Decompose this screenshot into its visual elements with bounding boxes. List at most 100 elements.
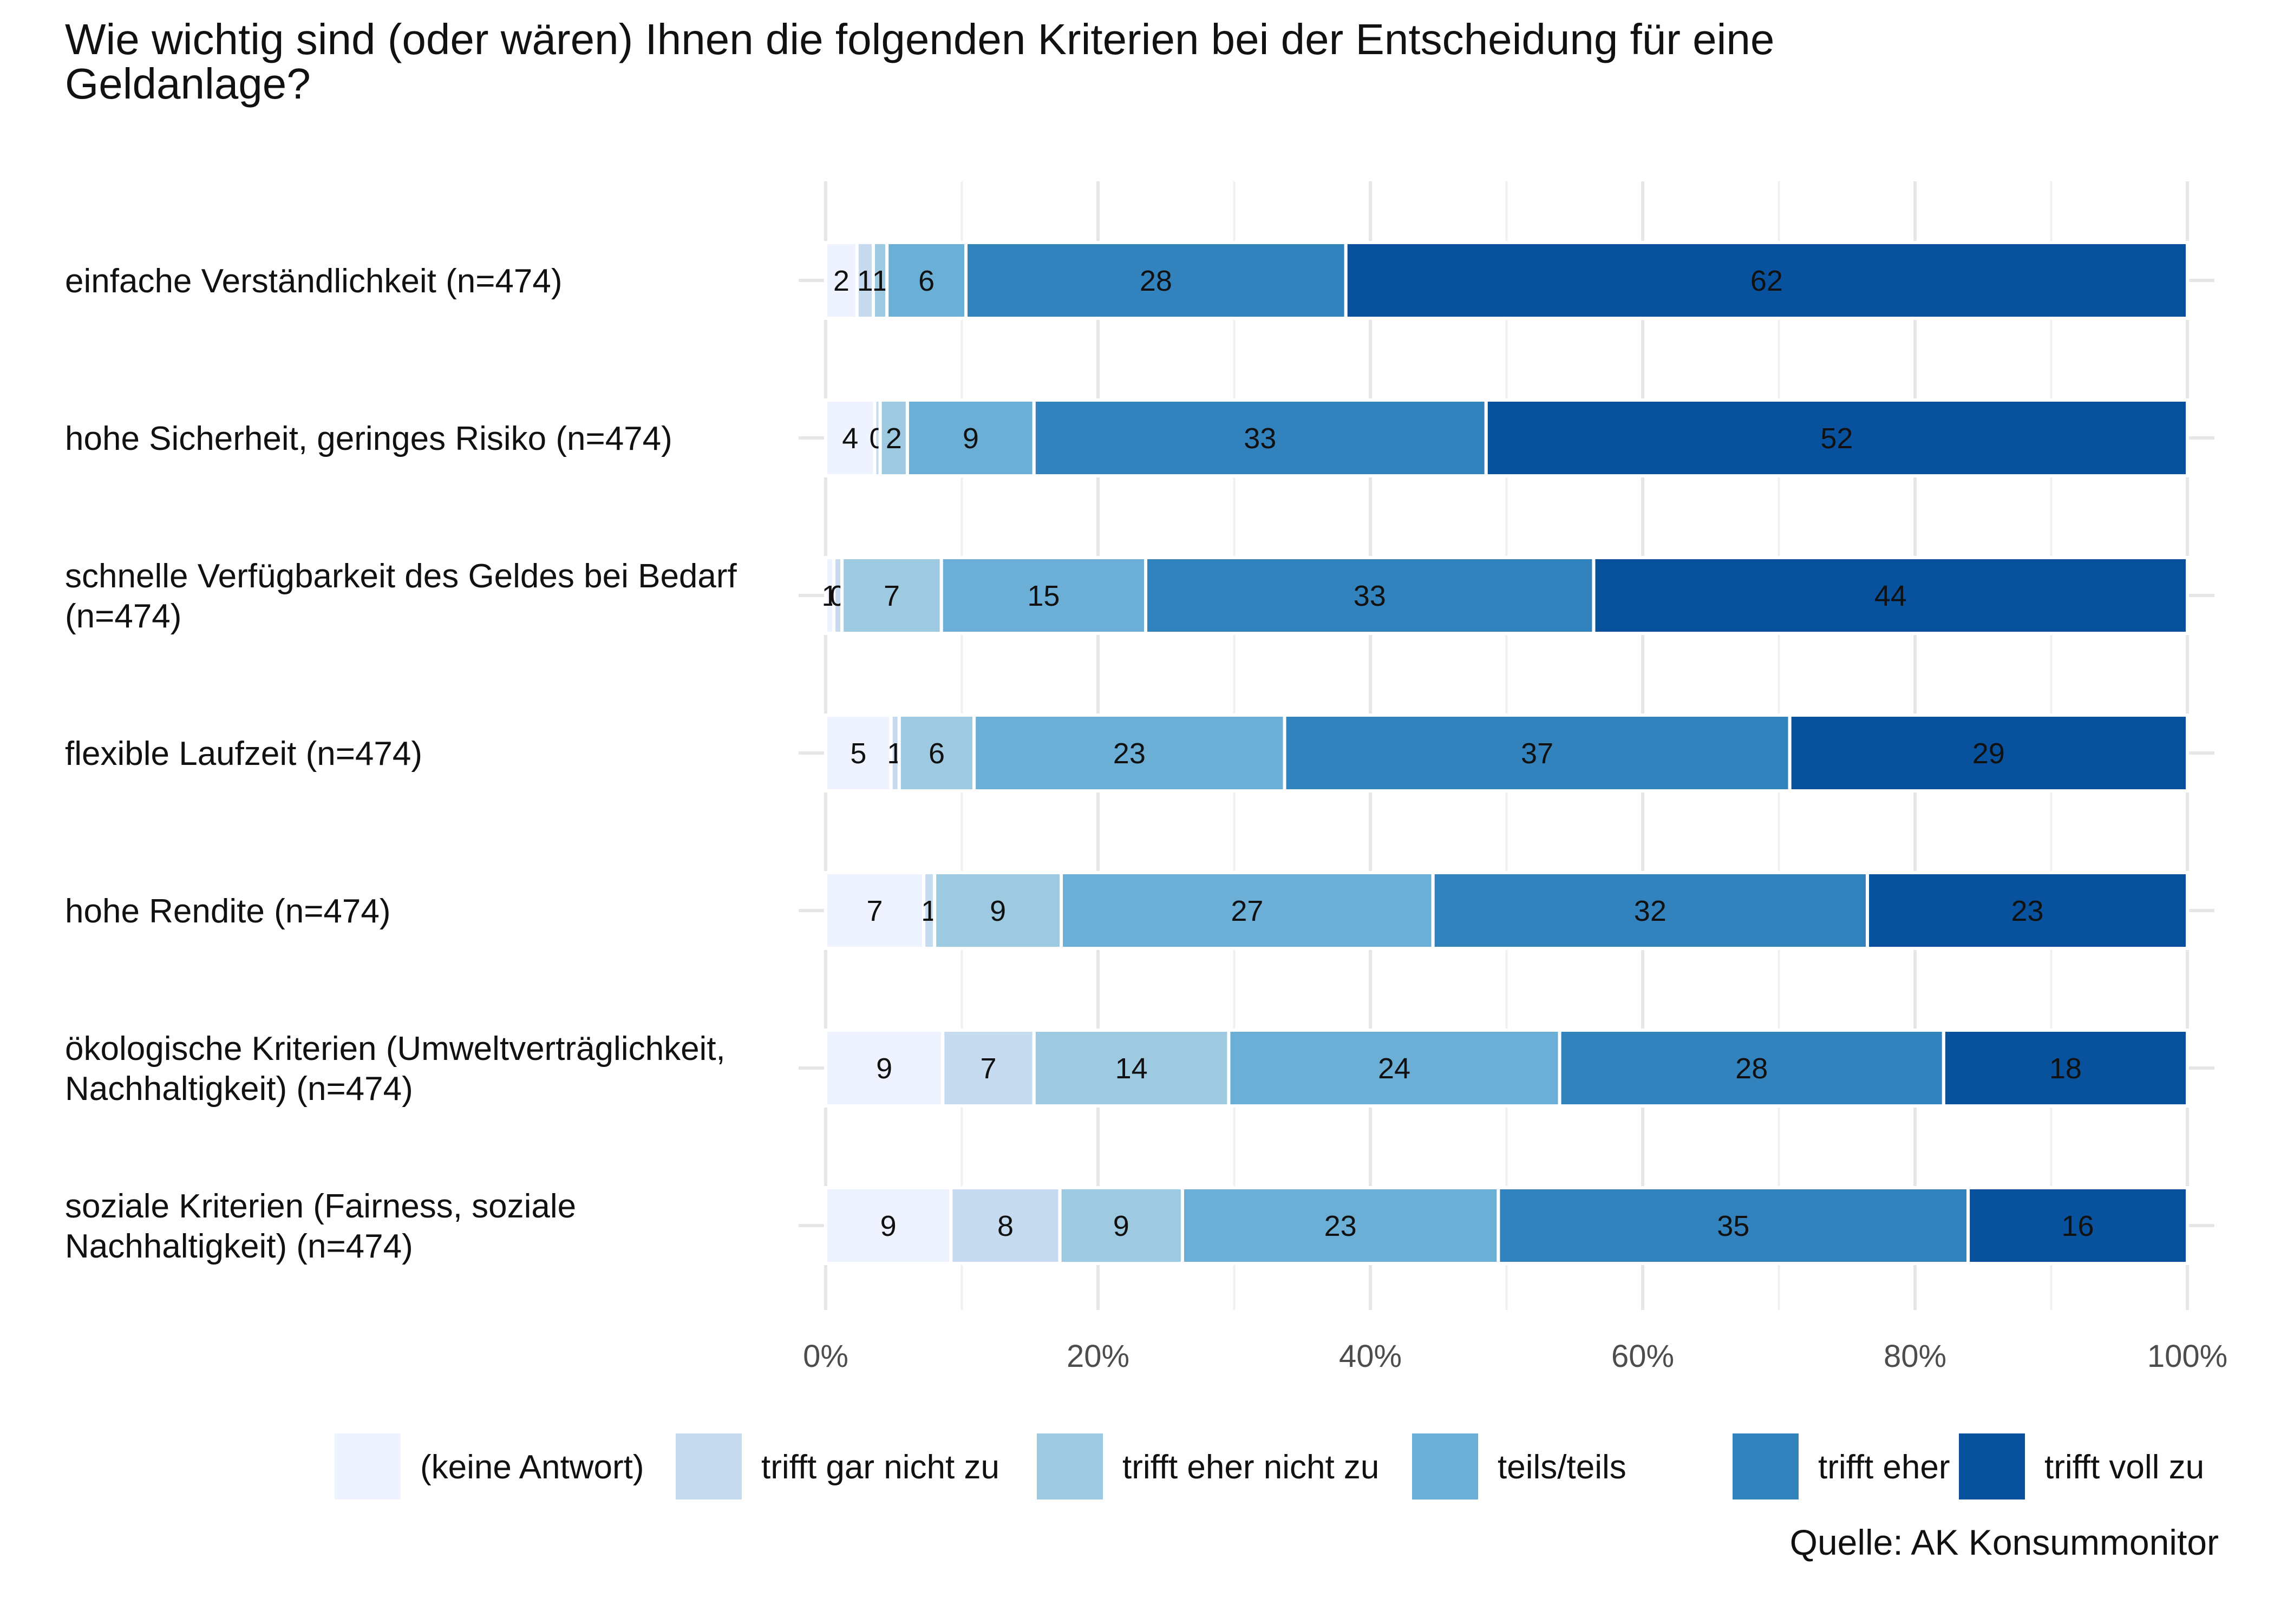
legend-key [1733,1433,1799,1499]
category-label: hohe Rendite (n=474) [65,893,391,930]
x-tick-label: 80% [1884,1339,1946,1374]
bar-segment [1344,241,2189,320]
data-label: 62 [1750,265,1783,297]
x-axis-tick-labels: 0% 20% 40% 60% 80% 100% [803,1339,2227,1374]
data-label: 27 [1231,895,1263,927]
bar-segment [840,556,943,635]
bar-segment [1283,713,1792,793]
data-label: 9 [990,895,1006,927]
data-label: 29 [1972,737,2005,770]
data-label: 44 [1874,580,1907,612]
bar-segment [964,241,1348,320]
bar-segment [933,871,1063,950]
data-label: 4 [842,422,858,455]
category-label: hohe Sicherheit, geringes Risiko (n=474) [65,420,672,457]
source-note: Quelle: AK Konsummonitor [1790,1522,2219,1562]
bar-segment [1032,398,1488,477]
legend-label: trifft voll zu [2044,1449,2204,1486]
data-label: 35 [1717,1210,1749,1242]
data-label: 23 [2011,895,2043,927]
bar-segment [824,1186,953,1265]
bar-segment [1227,1029,1561,1108]
data-label: 9 [880,1210,897,1242]
data-label: 6 [918,265,935,297]
bar-segment [1592,556,2189,635]
bar-segment [949,1186,1062,1265]
data-label: 28 [1735,1052,1768,1085]
bar-segment [1865,871,2190,950]
x-tick-label: 100% [2147,1339,2227,1374]
data-label: 32 [1634,895,1667,927]
data-label: 2 [833,265,850,297]
data-label: 16 [2062,1210,2094,1242]
data-label: 28 [1140,265,1172,297]
data-label: 2 [886,422,902,455]
bar-segment [897,713,976,793]
category-label: (n=474) [65,598,181,635]
bar-segment [1966,1186,2189,1265]
legend-label: teils/teils [1498,1449,1626,1486]
bar-segment [905,398,1036,477]
data-label: 24 [1378,1052,1410,1085]
data-label: 37 [1521,737,1553,770]
legend-key [335,1433,401,1499]
legend-label: trifft eher nicht zu [1122,1449,1379,1486]
data-label: 7 [867,895,883,927]
bar-segment [1058,1186,1184,1265]
legend-key [1959,1433,2025,1499]
bar-segment [885,241,968,320]
category-labels: einfache Verständlichkeit (n=474) hohe Si… [65,263,737,1265]
category-label: ökologische Kriterien (Umweltverträglich… [65,1030,726,1068]
legend: (keine Antwort) trifft gar nicht zu trifft… [335,1433,2204,1499]
category-label: einfache Verständlichkeit (n=474) [65,263,563,300]
bar-segment [1431,871,1869,950]
legend-key [676,1433,742,1499]
bar-segment [1032,1029,1231,1108]
category-label: schnelle Verfügbarkeit des Geldes bei Be… [65,558,737,595]
data-label: 6 [929,737,945,770]
bar-segment [872,241,889,320]
data-label: 33 [1244,422,1276,455]
bar-segment [878,398,909,477]
data-label: 14 [1115,1052,1148,1085]
legend-key [1037,1433,1103,1499]
bar-segment [855,241,875,320]
legend-key [1412,1433,1478,1499]
x-tick-label: 40% [1339,1339,1402,1374]
category-label: Nachhaltigkeit) (n=474) [65,1228,413,1265]
data-label: 23 [1113,737,1146,770]
bar-segment [1180,1186,1500,1265]
data-label: 5 [850,737,866,770]
category-label: Nachhaltigkeit) (n=474) [65,1070,413,1108]
legend-label: (keine Antwort) [420,1449,644,1486]
data-label: 52 [1820,422,1853,455]
legend-label: trifft gar nicht zu [761,1449,999,1486]
bar-segment [824,871,926,950]
x-tick-label: 0% [803,1339,848,1374]
data-label: 8 [997,1210,1014,1242]
data-label: 7 [884,580,900,612]
chart-title-line: Wie wichtig sind (oder wären) Ihnen die … [65,15,1774,63]
bar-segment [1484,398,2189,477]
bar-segment [1788,713,2190,793]
data-label: 9 [1113,1210,1129,1242]
data-label: 18 [2049,1052,2082,1085]
x-tick-label: 60% [1611,1339,1674,1374]
chart-title-line: Geldanlage? [65,60,311,108]
category-label: soziale Kriterien (Fairness, soziale [65,1188,576,1225]
category-label: flexible Laufzeit (n=474) [65,735,422,772]
bar-segment [1942,1029,2189,1108]
data-label: 33 [1354,580,1386,612]
data-label: 1 [857,265,873,297]
bar-segment [824,1029,945,1108]
data-label: 15 [1027,580,1060,612]
bar-segment [1144,556,1596,635]
bar-segment [972,713,1286,793]
chart-title: Wie wichtig sind (oder wären) Ihnen die … [65,15,1774,108]
data-label: 7 [981,1052,997,1085]
x-tick-label: 20% [1067,1339,1129,1374]
data-label: 9 [963,422,979,455]
bar-segment [824,713,893,793]
